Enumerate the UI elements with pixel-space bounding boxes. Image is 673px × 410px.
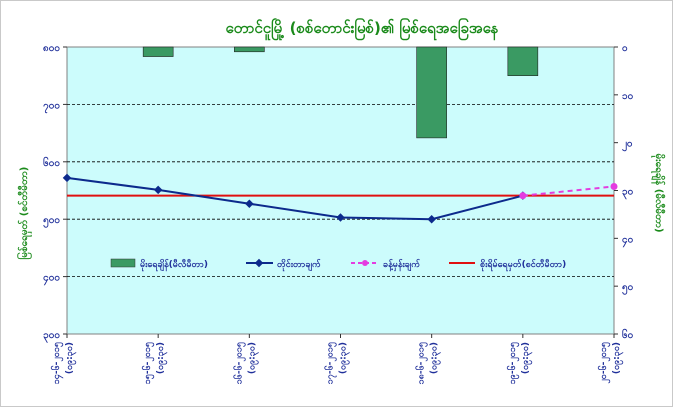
legend-item-forecast: ခန့်မှန်းချက် <box>351 259 421 272</box>
y-left-tick-label: ၃၀၀ <box>43 330 60 344</box>
y-right-tick-label: ၂၀ <box>622 139 633 153</box>
y-left-tick-label: ၇၀၀ <box>42 100 60 114</box>
legend-item-rainfall: မိုးရေချိန်(မီလီမီတာ) <box>110 258 208 272</box>
y-right-tick-label: ၅၀ <box>622 282 633 296</box>
measured-point <box>245 199 254 208</box>
y-right-tick-label: ၁၀ <box>622 91 633 102</box>
measured-line <box>66 176 524 221</box>
y-left-tick-label: ၄၀၀ <box>43 273 60 287</box>
x-tick-time: (၀၉:၃၀) <box>247 342 259 374</box>
water-level-lines <box>62 173 618 224</box>
x-tick-time: (၀၉:၃၀) <box>430 342 442 374</box>
legend: မိုးရေချိန်(မီလီမီတာ) တိုင်းတာချက် ခန့်မ… <box>110 258 566 272</box>
y-right-tick-label: ၆၀ <box>622 328 633 341</box>
y-right-tick-label: ၃၀ <box>622 187 633 201</box>
legend-marker-measured <box>254 258 264 268</box>
y-axis-left-ticks: ၃၀၀ ၄၀၀ ၅၀၀ ၆၀၀ ၇၀၀ ၈၀၀ <box>42 43 67 344</box>
rainfall-bar <box>416 46 447 139</box>
chart-title: တောင်ငူမြို့ (စစ်တောင်းမြစ်)၏ မြစ်ရေအခြေ… <box>225 17 498 41</box>
measured-point <box>427 214 436 224</box>
rainfall-bar <box>234 46 265 53</box>
x-tick-date: ၁၅-၆-၂၀၁၅ <box>142 342 155 384</box>
y-left-tick-label: ၅၀၀ <box>43 215 60 229</box>
legend-item-measured: တိုင်းတာချက် <box>246 258 321 272</box>
x-tick-date: ၁၆-၆-၂၀၁၅ <box>233 342 246 384</box>
rainfall-bar <box>507 46 539 77</box>
forecast-point <box>610 182 618 190</box>
x-tick-date: ၁၈-၆-၂၀၁၅ <box>416 342 429 384</box>
x-tick-time: (၀၉:၃၀) <box>521 342 533 374</box>
legend-item-warning: စိုးရိမ်ရေမှတ်(စင်တီမီတာ) <box>449 259 566 272</box>
y-left-tick-label: ၈၀၀ <box>43 43 60 54</box>
x-tick-time: (၀၉:၃၀) <box>65 342 77 374</box>
legend-label-rainfall: မိုးရေချိန်(မီလီမီတာ) <box>140 259 208 272</box>
y-right-tick-label: ၄၀ <box>622 234 633 248</box>
rainfall-bar <box>142 46 174 57</box>
x-tick-time: (၀၉:၃၀) <box>612 342 624 374</box>
y-right-tick-label: ၀ <box>622 43 628 54</box>
measured-point <box>336 213 345 222</box>
legend-label-measured: တိုင်းတာချက် <box>277 259 321 272</box>
y-axis-left-label: မြစ်ရေမှတ် (စင်တီမီတာ) <box>16 167 33 260</box>
x-tick-time: (၀၉:၃၀) <box>339 342 351 374</box>
x-tick-date: ၁၉-၆-၂၀၁၅ <box>507 342 520 384</box>
grid-lines <box>67 104 614 278</box>
y-left-tick-label: ၆၀၀ <box>43 156 60 169</box>
plot-area <box>66 46 615 335</box>
legend-marker-forecast <box>362 260 368 266</box>
x-tick-date: ၁၇-၆-၂၀၁၅ <box>325 342 338 384</box>
measured-point <box>153 185 163 195</box>
x-tick-date: ၁၄-၆-၂၀၁၅ <box>51 342 64 384</box>
forecast-point <box>519 192 527 200</box>
legend-label-forecast: ခန့်မှန်းချက် <box>383 259 421 272</box>
x-tick-time: (၀၉:၃၀) <box>156 342 168 374</box>
y-axis-right-label: မိုးရေချိန် (မီလီမီတာ) <box>650 153 666 232</box>
rainfall-bars <box>142 46 539 139</box>
x-axis-ticks: ၁၄-၆-၂၀၁၅ (၀၉:၃၀) ၁၅-၆-၂၀၁၅ (၀၉:၃၀) ၁၆-၆-၂၀၁… <box>51 334 624 384</box>
legend-swatch-rainfall <box>110 258 136 268</box>
legend-label-warning: စိုးရိမ်ရေမှတ်(စင်တီမီတာ) <box>480 259 566 272</box>
x-tick-date: ၂၀-၆-၂၀၁၅ <box>598 342 611 384</box>
forecast-line <box>522 185 615 197</box>
